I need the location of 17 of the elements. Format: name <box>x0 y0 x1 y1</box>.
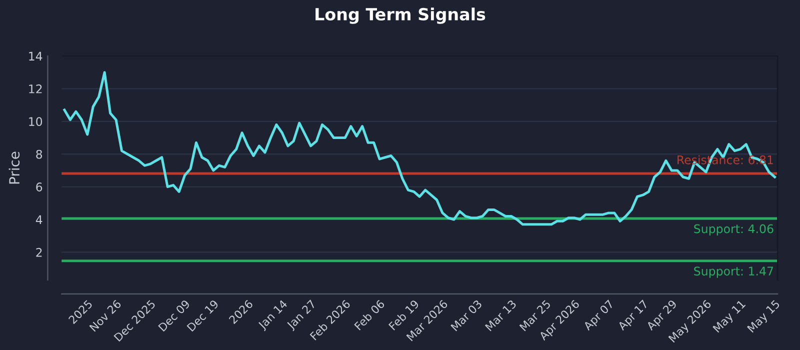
ref-line-label: Support: 4.06 <box>694 224 774 236</box>
x-tick-label: Feb 06 <box>354 299 386 330</box>
y-tick-label: 10 <box>29 117 42 126</box>
y-axis-title: Price <box>8 152 20 184</box>
y-tick-label: 14 <box>29 52 42 60</box>
y-tick-label: 6 <box>36 182 42 192</box>
x-tick-label: Jan 27 <box>286 300 318 332</box>
chart-title: Long Term Signals <box>316 8 486 24</box>
y-tick-label: 12 <box>29 84 42 94</box>
y-tick-label: 2 <box>36 248 42 257</box>
x-tick-label: Apr 07 <box>582 300 616 332</box>
x-tick-label: Mar 03 <box>450 300 482 332</box>
y-tick-label: 4 <box>36 215 42 224</box>
y-tick-label: 8 <box>36 150 42 159</box>
x-tick-label: Mar 13 <box>484 300 517 332</box>
line-series <box>63 71 776 226</box>
ref-line-label: Support: 1.47 <box>694 266 774 278</box>
